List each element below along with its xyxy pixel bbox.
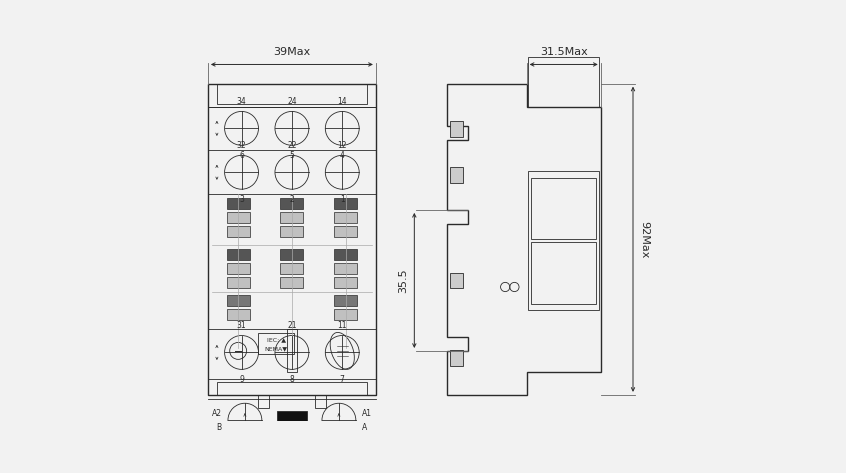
Bar xyxy=(227,199,250,209)
Bar xyxy=(227,226,250,237)
Bar xyxy=(334,263,357,274)
Bar xyxy=(208,84,376,395)
Text: 34: 34 xyxy=(237,97,246,106)
Bar xyxy=(280,226,304,237)
Text: 24: 24 xyxy=(287,97,297,106)
Text: 32: 32 xyxy=(237,141,246,150)
Bar xyxy=(334,296,357,306)
Text: 9: 9 xyxy=(239,375,244,384)
Bar xyxy=(227,212,250,223)
Bar xyxy=(280,199,304,209)
Text: 22: 22 xyxy=(287,141,297,150)
Bar xyxy=(450,273,463,288)
Text: 31: 31 xyxy=(237,321,246,330)
Text: 21: 21 xyxy=(287,321,297,330)
Text: 14: 14 xyxy=(338,97,347,106)
Text: 5: 5 xyxy=(289,151,294,160)
Text: A2: A2 xyxy=(212,409,222,418)
Bar xyxy=(217,84,366,104)
Text: 8: 8 xyxy=(289,375,294,384)
Text: A: A xyxy=(362,423,367,432)
Text: 6: 6 xyxy=(239,151,244,160)
Bar xyxy=(334,277,357,288)
Bar xyxy=(450,122,463,137)
Text: 39Max: 39Max xyxy=(273,47,310,57)
Bar xyxy=(334,309,357,320)
Bar xyxy=(528,57,599,107)
Bar xyxy=(280,263,304,274)
Bar xyxy=(531,178,596,239)
Bar xyxy=(258,333,294,354)
Bar xyxy=(450,167,463,183)
Bar xyxy=(334,249,357,260)
Text: 1: 1 xyxy=(340,194,344,203)
Text: IEC: ▲: IEC: ▲ xyxy=(266,337,286,342)
Bar xyxy=(277,411,306,430)
Bar xyxy=(227,296,250,306)
Bar xyxy=(208,379,376,395)
Text: 7: 7 xyxy=(340,375,344,384)
Bar xyxy=(287,329,297,372)
Bar xyxy=(334,226,357,237)
Text: 92Max: 92Max xyxy=(640,220,650,258)
Text: NEMA▼: NEMA▼ xyxy=(265,346,288,351)
Bar xyxy=(280,249,304,260)
Text: 4: 4 xyxy=(340,151,344,160)
Bar xyxy=(531,242,596,304)
Bar xyxy=(258,395,269,408)
Text: A1: A1 xyxy=(362,409,372,418)
Bar xyxy=(528,172,599,310)
Text: 3: 3 xyxy=(239,194,244,203)
Bar xyxy=(334,199,357,209)
Bar xyxy=(280,277,304,288)
Bar xyxy=(450,350,463,366)
Text: 11: 11 xyxy=(338,321,347,330)
Text: 2: 2 xyxy=(289,194,294,203)
Bar xyxy=(227,249,250,260)
Bar xyxy=(334,212,357,223)
Bar xyxy=(208,84,376,107)
Text: 12: 12 xyxy=(338,141,347,150)
Text: 35.5: 35.5 xyxy=(398,268,408,293)
Bar xyxy=(227,277,250,288)
Text: B: B xyxy=(217,423,222,432)
Text: 31.5Max: 31.5Max xyxy=(540,47,588,57)
Bar xyxy=(217,382,366,395)
Bar xyxy=(315,395,326,408)
Bar xyxy=(227,309,250,320)
Bar xyxy=(227,263,250,274)
Bar xyxy=(280,212,304,223)
